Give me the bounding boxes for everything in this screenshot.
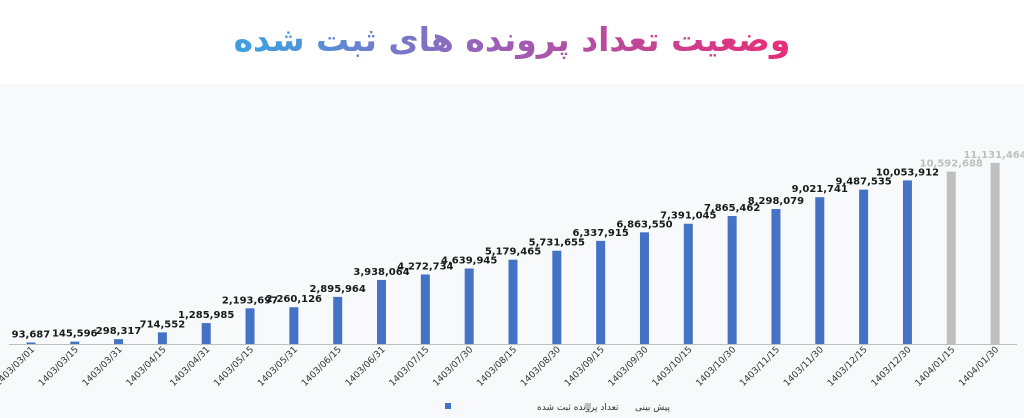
chart-title: وضعیت تعداد پرونده های ثبت شده xyxy=(0,12,1024,68)
x-tick-label: 1403/06/31 xyxy=(344,345,388,389)
data-label: 4,272,734 xyxy=(397,261,453,272)
x-tick-label: 1403/07/15 xyxy=(388,345,432,389)
x-tick-label: 1403/03/01 xyxy=(0,345,37,389)
data-label: 4,639,945 xyxy=(441,256,497,267)
data-label: 10,053,912 xyxy=(876,167,939,178)
x-tick-label: 1403/04/15 xyxy=(125,345,169,389)
bar xyxy=(727,216,737,344)
x-tick-label: 1403/08/30 xyxy=(519,345,563,389)
x-tick-label: 1403/12/30 xyxy=(870,345,914,389)
bar xyxy=(552,250,562,344)
x-tick-label: 1403/06/15 xyxy=(300,345,344,389)
data-label: 2,193,697 xyxy=(222,295,278,306)
x-tick-label: 1403/11/15 xyxy=(738,345,782,389)
x-tick-label: 1403/03/31 xyxy=(81,345,125,389)
bar xyxy=(771,208,781,344)
data-label: 93,687 xyxy=(12,329,51,340)
bar xyxy=(70,341,80,344)
bar xyxy=(464,268,474,344)
data-label: 7,865,462 xyxy=(704,203,760,214)
bar xyxy=(639,232,649,344)
bar xyxy=(946,171,956,344)
data-label: 9,021,741 xyxy=(792,184,848,195)
bar xyxy=(990,162,1000,344)
data-label: 7,391,045 xyxy=(660,211,716,222)
bar xyxy=(26,342,36,344)
bar xyxy=(683,223,693,344)
x-tick-label: 1403/08/15 xyxy=(475,345,519,389)
bar xyxy=(333,296,343,344)
bar xyxy=(508,259,518,344)
bar xyxy=(902,180,912,344)
bar xyxy=(420,274,430,344)
title-band: وضعیت تعداد پرونده های ثبت شده xyxy=(0,0,1024,84)
data-label: 11,131,464 xyxy=(963,150,1024,161)
legend-label: پیش بینی xyxy=(635,403,670,413)
x-tick-label: 1403/05/15 xyxy=(212,345,256,389)
data-label: 8,298,079 xyxy=(748,196,804,207)
plot-area xyxy=(0,84,1024,418)
data-label: 298,317 xyxy=(96,326,142,337)
x-tick-label: 1403/10/15 xyxy=(651,345,695,389)
bar xyxy=(377,279,387,344)
x-tick-label: 1403/12/15 xyxy=(826,345,870,389)
x-tick-label: 1403/05/31 xyxy=(256,345,300,389)
bar xyxy=(596,240,606,344)
bar xyxy=(245,308,255,344)
data-label: 2,260,126 xyxy=(266,294,322,305)
bar xyxy=(289,307,299,344)
legend-swatch xyxy=(585,403,591,409)
data-label: 3,938,064 xyxy=(353,267,409,278)
data-label: 714,552 xyxy=(140,319,186,330)
data-label: 5,179,465 xyxy=(485,247,541,258)
bar xyxy=(114,339,124,344)
x-tick-label: 1403/03/15 xyxy=(37,345,81,389)
x-tick-label: 1403/09/30 xyxy=(607,345,651,389)
x-tick-label: 1403/09/15 xyxy=(563,345,607,389)
legend-label: تعداد پرونده ثبت شده xyxy=(537,403,619,413)
bar xyxy=(157,332,167,344)
bar xyxy=(201,323,211,344)
bar xyxy=(859,189,869,344)
legend-swatch xyxy=(445,403,451,409)
data-label: 5,731,655 xyxy=(529,238,585,249)
x-tick-label: 1403/07/30 xyxy=(432,345,476,389)
x-tick-label: 1403/11/30 xyxy=(782,345,826,389)
data-label: 145,596 xyxy=(52,329,98,340)
data-label: 1,285,985 xyxy=(178,310,234,321)
data-label: 9,487,535 xyxy=(835,177,891,188)
x-tick-label: 1403/10/30 xyxy=(694,345,738,389)
x-tick-label: 1403/04/31 xyxy=(169,345,213,389)
data-label: 6,337,915 xyxy=(572,228,628,239)
data-label: 2,895,964 xyxy=(310,284,366,295)
x-tick-label: 1404/01/15 xyxy=(914,345,958,389)
bar xyxy=(815,197,825,344)
data-label: 6,863,550 xyxy=(616,219,672,230)
x-tick-label: 1404/01/30 xyxy=(957,345,1001,389)
data-label: 10,592,688 xyxy=(920,159,983,170)
